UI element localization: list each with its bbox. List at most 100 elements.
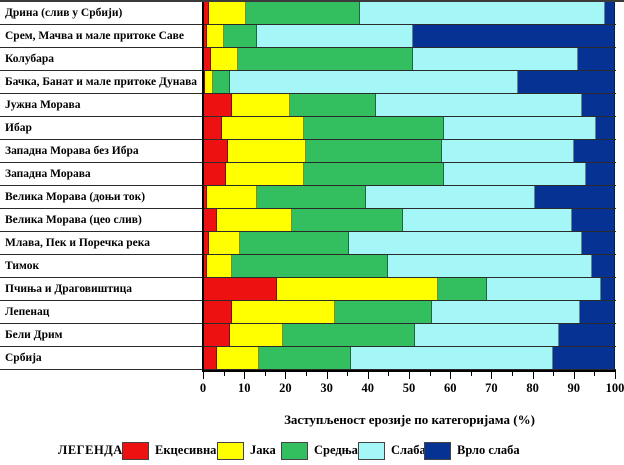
major-tick [203, 372, 204, 379]
minor-tick [553, 372, 555, 376]
bar-segment [334, 301, 432, 323]
major-tick [615, 372, 616, 379]
bar-segment [559, 324, 615, 346]
chart-row: Млава, Пек и Поречка река [0, 232, 616, 255]
bar-segment [229, 71, 519, 93]
tick-label: 20 [279, 381, 292, 395]
tick-label: 10 [237, 381, 251, 395]
bar-segment [359, 2, 605, 24]
bar-segment [246, 2, 360, 24]
bar-segment [444, 163, 587, 185]
bar-segment [256, 25, 414, 47]
chart-row: Јужна Морава [0, 94, 616, 117]
chart-row: Колубара [0, 48, 616, 71]
plot-rows: Дрина (слив у Србији) Срем, Мачва и мале … [0, 2, 616, 370]
category-label: Колубара [5, 53, 55, 65]
bar-segment [577, 48, 615, 70]
category-label: Велика Морава (цео слив) [5, 214, 142, 226]
minor-tick [223, 372, 225, 376]
bar-segment [582, 232, 615, 254]
bar-segment [203, 2, 210, 24]
minor-tick [512, 372, 513, 376]
bar-segment [277, 278, 438, 300]
bar-segment [365, 186, 535, 208]
chart-row: Срем, Мачва и мале притоке Саве [0, 25, 616, 48]
category-label: Западна Морава без Ибра [5, 145, 139, 157]
bar-segment [240, 232, 350, 254]
category-label: Западна Морава [5, 168, 91, 180]
bar-segment [211, 48, 238, 70]
major-tick [491, 372, 493, 379]
chart-row: Дрина (слив у Србији) [0, 2, 616, 25]
stacked-bar [203, 347, 616, 369]
bar-segment [291, 209, 403, 231]
bar-segment [573, 140, 615, 162]
bar-segment [207, 25, 224, 47]
tick-label: 70 [485, 381, 498, 395]
major-tick [244, 372, 246, 379]
bar-segment [203, 209, 218, 231]
legend-swatch [358, 442, 385, 460]
bar-segment [203, 25, 208, 47]
stacked-bar [203, 48, 616, 70]
category-label: Велика Морава (доњи ток) [5, 191, 146, 203]
bar-segment [256, 186, 366, 208]
chart-row: Пчиња и Драговиштица [0, 278, 616, 301]
legend-swatch [424, 442, 451, 460]
bar-segment [413, 48, 578, 70]
major-tick [532, 372, 534, 379]
bar-segment [388, 255, 593, 277]
bar-segment [349, 232, 582, 254]
bar-segment [209, 2, 247, 24]
tick-label: 30 [320, 381, 333, 395]
bar-segment [203, 232, 210, 254]
bar-segment [203, 278, 278, 300]
chart-row: Западна Морава без Ибра [0, 140, 616, 163]
bar-segment [225, 163, 304, 185]
stacked-bar [203, 117, 616, 139]
legend-label: Средња [314, 443, 358, 457]
x-axis-line [202, 370, 616, 372]
bar-segment [289, 94, 377, 116]
stacked-bar [203, 2, 616, 24]
legend-label: Слаба [391, 443, 426, 457]
bar-segment [518, 71, 615, 93]
bar-segment [203, 301, 232, 323]
category-label: Пчиња и Драговиштица [5, 283, 132, 295]
bar-segment [205, 71, 214, 93]
chart-row: Тимок [0, 255, 616, 278]
minor-tick [347, 372, 349, 376]
bar-segment [203, 347, 218, 369]
category-label: Тимок [5, 260, 40, 272]
chart-row: Велика Морава (цео слив) [0, 209, 616, 232]
stacked-bar [203, 186, 616, 208]
top-border-rule [0, 0, 624, 2]
category-label: Дрина (слив у Србији) [5, 7, 123, 19]
bar-segment [229, 324, 284, 346]
minor-tick [306, 372, 307, 376]
bar-segment [223, 25, 257, 47]
category-label: Бели Дрим [5, 329, 63, 341]
tick-label: 50 [402, 381, 416, 395]
bar-segment [571, 209, 615, 231]
chart-row: Бели Дрим [0, 324, 616, 347]
chart-row: Србија [0, 347, 616, 370]
minor-tick [429, 372, 431, 376]
bar-segment [203, 71, 206, 93]
tick-label: 60 [443, 381, 457, 395]
category-label: Јужна Морава [5, 99, 81, 111]
y-axis-line [202, 2, 204, 371]
major-tick [285, 372, 287, 379]
bar-segment [217, 347, 259, 369]
legend-swatch [122, 442, 149, 460]
category-label: Млава, Пек и Поречка река [5, 237, 150, 249]
chart-row: Велика Морава (доњи ток) [0, 186, 616, 209]
bar-segment [444, 117, 597, 139]
bar-segment [413, 25, 615, 47]
category-label: Бачка, Банат и мале притоке Дунава [5, 76, 198, 88]
legend-label: Екцесивна [155, 443, 217, 457]
stacked-bar [203, 324, 616, 346]
stacked-bar [203, 301, 616, 323]
stacked-bar [203, 71, 616, 93]
minor-tick [388, 372, 390, 376]
